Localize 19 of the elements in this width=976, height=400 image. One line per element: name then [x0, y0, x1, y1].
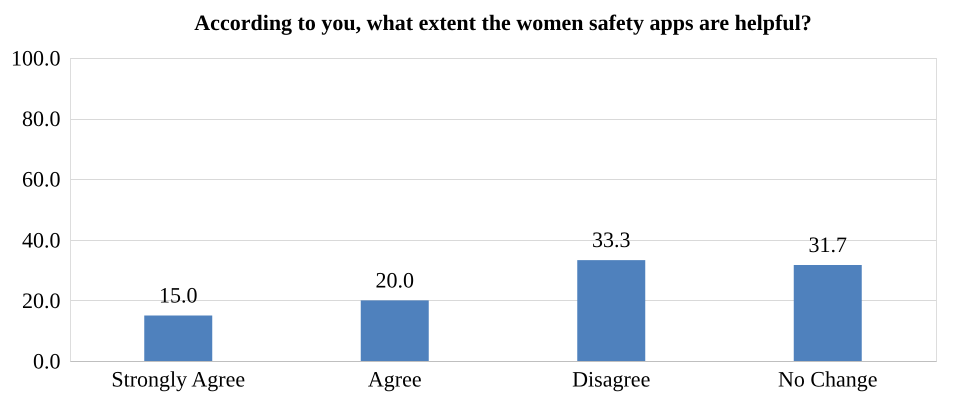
y-tick-label: 20.0 — [22, 288, 60, 313]
x-tick-label: No Change — [778, 366, 878, 392]
y-tick-label: 40.0 — [22, 227, 60, 252]
data-label: 20.0 — [376, 267, 414, 292]
chart-title: According to you, what extent the women safety apps are helpful? — [194, 10, 812, 35]
x-tick-label: Agree — [368, 366, 422, 392]
y-tick-label: 80.0 — [22, 106, 60, 132]
bar — [794, 264, 862, 361]
bar — [360, 300, 429, 361]
x-tick-label: Strongly Agree — [111, 366, 246, 392]
data-label: 33.3 — [592, 227, 630, 252]
bar — [577, 260, 646, 361]
data-label: 15.0 — [159, 282, 198, 308]
bar — [144, 316, 212, 361]
y-tick-label: 100.0 — [11, 46, 60, 70]
y-tick-label: 0.0 — [33, 348, 60, 374]
y-tick-label: 60.0 — [22, 166, 60, 192]
data-label: 31.7 — [808, 232, 847, 257]
x-tick-label: Disagree — [572, 366, 650, 392]
